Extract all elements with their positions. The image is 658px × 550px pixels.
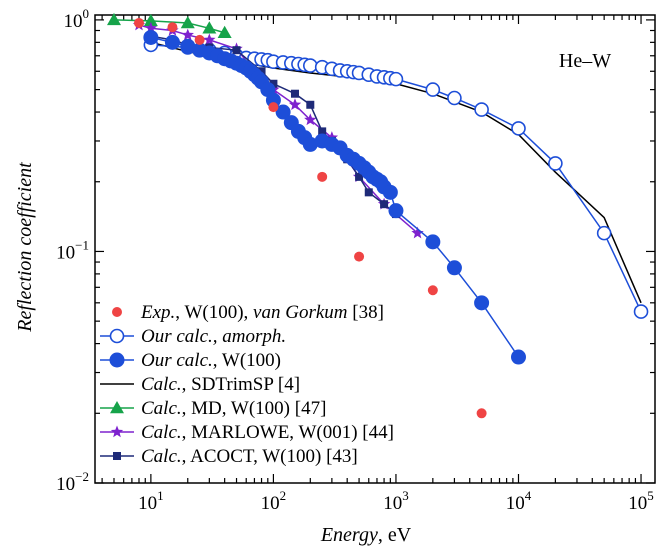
data-point bbox=[257, 67, 266, 76]
legend-label: Calc., ACOCT, W(100) [43] bbox=[141, 446, 358, 467]
y-tick-label: 10−1 bbox=[56, 237, 89, 263]
data-point bbox=[510, 349, 526, 365]
data-point bbox=[106, 12, 121, 26]
legend-entry: Our calc., amorph. bbox=[100, 326, 286, 347]
data-point bbox=[275, 104, 291, 120]
data-point bbox=[180, 15, 195, 29]
data-point bbox=[446, 260, 462, 276]
x-tick-label: 103 bbox=[383, 488, 409, 514]
legend-marker bbox=[110, 425, 124, 438]
data-point bbox=[303, 58, 318, 73]
y-tick-label: 100 bbox=[64, 6, 90, 32]
data-point bbox=[447, 90, 462, 106]
data-point bbox=[511, 121, 526, 136]
legend-entry: Exp., W(100), van Gorkum [38] bbox=[112, 302, 384, 323]
system-annotation: He–W bbox=[559, 50, 611, 72]
x-tick-label: 105 bbox=[628, 488, 654, 514]
legend-entry: Calc., MD, W(100) [47] bbox=[100, 398, 326, 419]
legend-entry: Calc., ACOCT, W(100) [43] bbox=[100, 446, 358, 467]
data-point bbox=[364, 188, 373, 197]
data-point bbox=[548, 156, 563, 171]
legend-label: Calc., SDTrimSP [4] bbox=[141, 374, 300, 395]
data-point bbox=[474, 295, 490, 311]
data-point bbox=[380, 200, 389, 209]
data-point bbox=[232, 46, 241, 55]
data-point bbox=[290, 89, 299, 98]
data-point bbox=[144, 21, 158, 34]
legend-label: Our calc., amorph. bbox=[141, 326, 286, 347]
data-point bbox=[355, 172, 364, 181]
x-tick-label: 101 bbox=[138, 488, 164, 514]
data-point bbox=[202, 21, 217, 34]
data-point bbox=[143, 13, 158, 27]
data-point bbox=[181, 28, 194, 41]
data-point bbox=[194, 34, 205, 45]
x-tick-label: 102 bbox=[261, 488, 287, 514]
data-point bbox=[427, 285, 438, 296]
legend-marker bbox=[113, 452, 121, 460]
y-tick-label: 10−2 bbox=[56, 469, 89, 495]
data-point bbox=[133, 17, 144, 28]
legend-entry: Calc., MARLOWE, W(001) [44] bbox=[100, 422, 394, 443]
data-point bbox=[317, 171, 328, 182]
data-point bbox=[164, 34, 180, 50]
series-0 bbox=[133, 17, 487, 419]
data-point bbox=[476, 408, 487, 419]
data-point bbox=[382, 184, 398, 200]
data-point bbox=[203, 33, 216, 46]
plot-frame bbox=[94, 14, 656, 484]
data-point bbox=[180, 38, 196, 54]
legend-marker bbox=[112, 307, 122, 317]
data-point bbox=[304, 113, 317, 126]
data-point bbox=[217, 25, 232, 39]
data-point bbox=[269, 79, 278, 88]
data-point bbox=[474, 102, 489, 117]
legend-marker bbox=[110, 401, 124, 414]
legend-entry: Our calc., W(100) bbox=[100, 350, 281, 371]
x-tick-label: 104 bbox=[506, 488, 532, 514]
data-point bbox=[354, 251, 365, 262]
data-point bbox=[411, 226, 424, 239]
y-axis-label: Reflection coefficient bbox=[14, 162, 36, 333]
legend-label: Exp., W(100), van Gorkum [38] bbox=[140, 302, 384, 323]
data-point bbox=[288, 98, 302, 111]
legend-label: Calc., MD, W(100) [47] bbox=[141, 398, 326, 419]
legend-label: Our calc., W(100) bbox=[141, 350, 281, 371]
data-point bbox=[388, 203, 404, 219]
data-point bbox=[388, 71, 404, 87]
data-point bbox=[268, 102, 279, 113]
data-point bbox=[633, 304, 649, 319]
data-point bbox=[167, 22, 178, 33]
legend-marker bbox=[109, 328, 125, 344]
data-point bbox=[596, 225, 612, 241]
data-point bbox=[425, 82, 441, 97]
legend-marker bbox=[109, 352, 125, 368]
data-point bbox=[306, 100, 315, 109]
data-point bbox=[318, 127, 327, 136]
data-point bbox=[143, 29, 159, 45]
data-point bbox=[425, 234, 441, 250]
series-1 bbox=[143, 37, 649, 319]
series-5 bbox=[132, 18, 424, 239]
x-axis-label: Energy, eV bbox=[320, 524, 412, 546]
data-point bbox=[302, 136, 318, 152]
legend-entry: Calc., SDTrimSP [4] bbox=[100, 374, 300, 395]
legend-label: Calc., MARLOWE, W(001) [44] bbox=[141, 422, 394, 443]
